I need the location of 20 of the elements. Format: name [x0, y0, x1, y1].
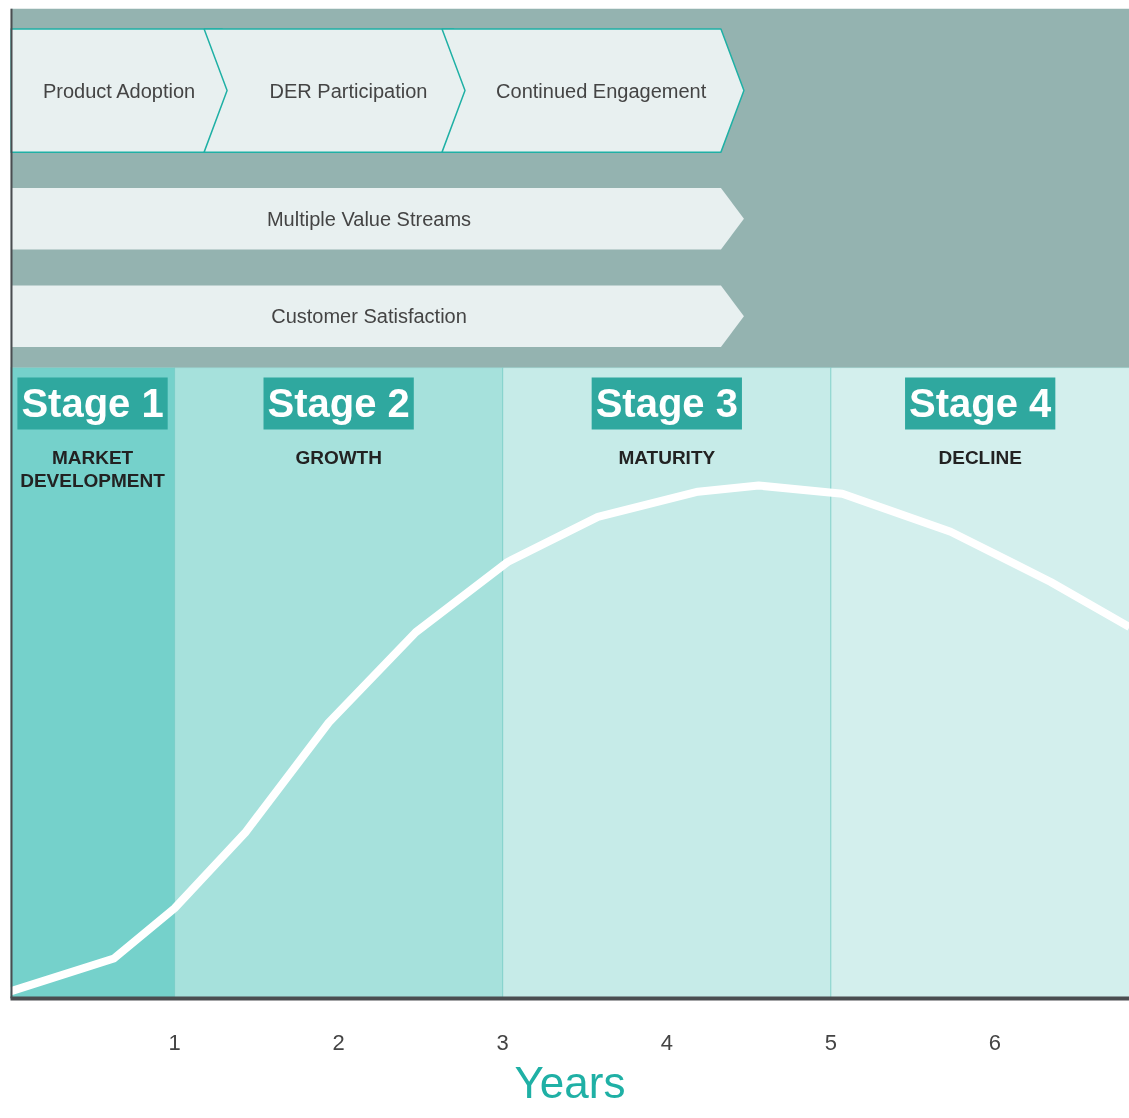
text: Customer Satisfaction — [271, 305, 467, 328]
text: Product Adoption — [42, 79, 196, 102]
text: Continued Engagement — [496, 79, 707, 102]
text: DER Participation — [269, 79, 428, 102]
x-tick-label: 2 — [332, 1029, 345, 1055]
band-label: Stage 1 — [21, 381, 164, 426]
band-label: Stage 3 — [595, 381, 738, 426]
x-tick-label: 3 — [496, 1029, 509, 1055]
text: GROWTH — [295, 447, 382, 469]
text: MATURITY — [618, 447, 716, 469]
x-tick-label: 1 — [168, 1029, 181, 1055]
x-tick-label: 6 — [988, 1029, 1002, 1055]
x-tick-label: 5 — [824, 1029, 838, 1055]
annotation: MARKET DEVELOPMENT — [20, 447, 166, 492]
band-label: Stage 2 — [267, 381, 410, 426]
text: DECLINE — [938, 447, 1022, 469]
band-label: Stage 4 — [909, 381, 1053, 426]
text: Multiple Value Streams — [266, 207, 472, 230]
x-tick-label: 4 — [660, 1029, 673, 1055]
x-axis-title: Years — [514, 1057, 626, 1107]
